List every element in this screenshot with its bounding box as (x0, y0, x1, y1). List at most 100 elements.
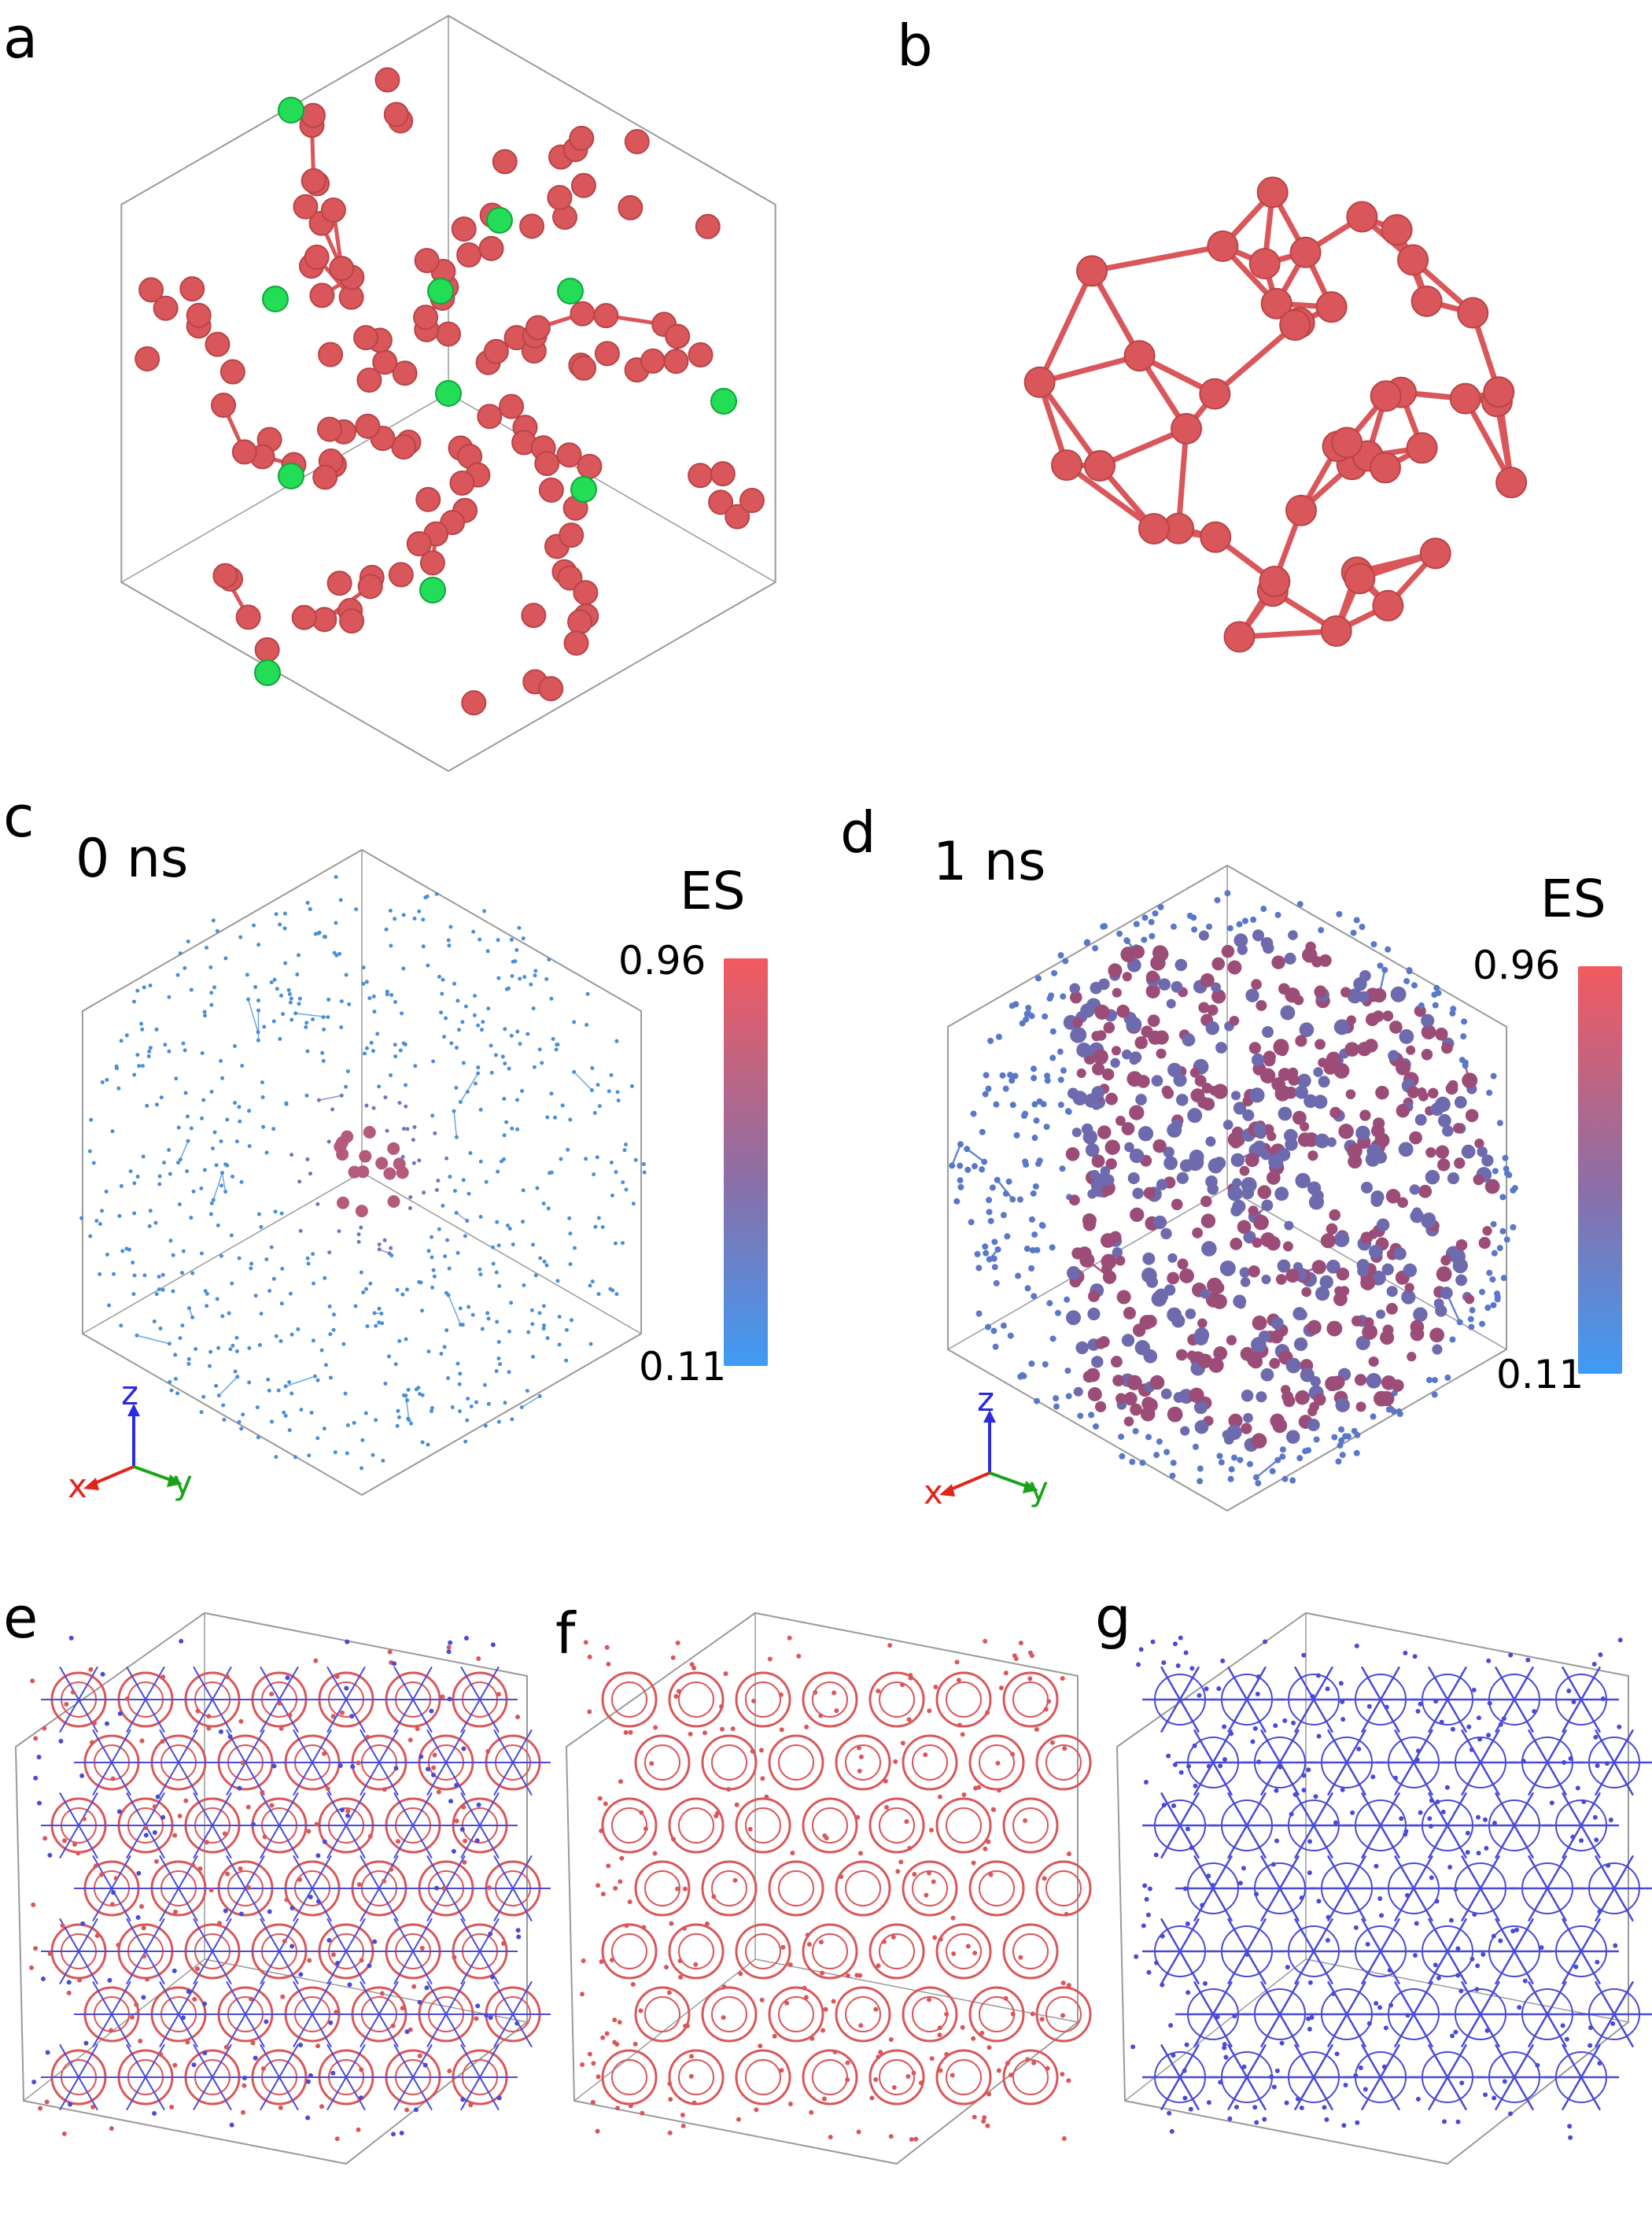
blue-ring (1321, 1988, 1373, 2040)
atom (1336, 1267, 1350, 1281)
atom (504, 1120, 509, 1124)
atom (1248, 1205, 1259, 1216)
atom (452, 1954, 457, 1960)
atom (169, 1388, 174, 1393)
atom (1242, 1109, 1255, 1121)
atom (485, 949, 490, 954)
blue-bond (1160, 1666, 1182, 1700)
atom (119, 1323, 124, 1328)
atom (195, 1966, 201, 1972)
atom (933, 1685, 938, 1690)
atom (907, 1846, 913, 1851)
atom (250, 2040, 256, 2046)
red-atom (624, 129, 650, 155)
atom (282, 926, 287, 931)
blue-bond (378, 1762, 399, 1796)
atom (1292, 1262, 1303, 1272)
atom (1245, 1951, 1250, 1957)
blue-bond (1345, 1888, 1367, 1922)
atom (496, 976, 501, 980)
atom (199, 1410, 204, 1415)
blue-bond (1293, 1699, 1315, 1733)
atom (364, 1046, 369, 1050)
atom (1433, 1962, 1438, 1968)
blue-bond (1513, 1792, 1535, 1826)
atom (960, 1732, 965, 1737)
blue-bond (393, 1917, 414, 1952)
atom (1390, 986, 1407, 1002)
atom (1112, 1375, 1125, 1387)
atom (496, 1169, 500, 1174)
atom (1200, 1213, 1216, 1229)
atom (1442, 1125, 1454, 1137)
atom (1511, 1184, 1518, 1191)
atom (98, 1872, 104, 1877)
atom (1278, 1106, 1292, 1121)
atom (603, 1801, 608, 1807)
atom (1356, 1746, 1362, 1751)
atom (530, 1322, 535, 1327)
atom (1227, 2116, 1233, 2121)
atom (1340, 1787, 1345, 1792)
atom (374, 1418, 378, 1423)
atom (200, 1051, 205, 1056)
blue-bond (1360, 1917, 1382, 1952)
blue-ring (1187, 1862, 1239, 1914)
atom (1440, 1286, 1453, 1300)
atom (1028, 1216, 1035, 1223)
atom (1060, 993, 1067, 1000)
atom (857, 1851, 863, 1856)
atom (1158, 978, 1171, 991)
red-atom (559, 522, 584, 548)
atom (876, 1689, 881, 1694)
atom (308, 906, 312, 911)
atom (385, 989, 389, 994)
atom (223, 956, 228, 961)
atom (1412, 1953, 1418, 1958)
atom (1597, 1909, 1602, 1914)
blue-bond (1293, 1825, 1315, 1859)
atom (79, 1773, 85, 1778)
atom (372, 1009, 377, 1014)
atom (278, 993, 283, 998)
colorbar-min-d: 0.11 (1496, 1352, 1584, 1397)
blue-bond (111, 1855, 131, 1889)
atom (1200, 1289, 1211, 1299)
atom (1042, 1876, 1047, 1881)
atom (1549, 1800, 1554, 1806)
atom (780, 1944, 786, 1950)
atom (1091, 1154, 1105, 1168)
atom (1049, 1028, 1056, 1035)
atom (592, 1111, 597, 1116)
z-axis-arrowhead (127, 1404, 140, 1416)
atom (323, 1363, 328, 1368)
blue-bond (1178, 1699, 1200, 1733)
atom (278, 1036, 282, 1041)
blue-bond (1326, 1855, 1348, 1889)
atom (613, 1885, 618, 1891)
atom (486, 1316, 491, 1321)
atom (1421, 1213, 1436, 1229)
atom (787, 1962, 793, 1967)
atom (804, 1724, 809, 1729)
blue-bond (1393, 1729, 1415, 1763)
bond (212, 1172, 223, 1201)
blue-bond (1460, 1855, 1482, 1889)
atom (1353, 1449, 1360, 1456)
pore-ring (634, 1860, 691, 1917)
atom (88, 1666, 94, 1672)
atom (465, 1219, 470, 1224)
pore-ring-inner (946, 1933, 982, 1969)
atom (315, 1899, 321, 1904)
red-atom (1248, 248, 1281, 280)
atom (1175, 1094, 1189, 1106)
atom (891, 1934, 896, 1940)
atom (1110, 1057, 1120, 1069)
blue-bond (378, 1855, 399, 1889)
atom (667, 2130, 673, 2135)
atom (383, 1381, 388, 1386)
atom (183, 1048, 187, 1053)
box-edge (448, 393, 776, 583)
atom (1496, 1120, 1503, 1127)
atom (160, 1739, 165, 1744)
